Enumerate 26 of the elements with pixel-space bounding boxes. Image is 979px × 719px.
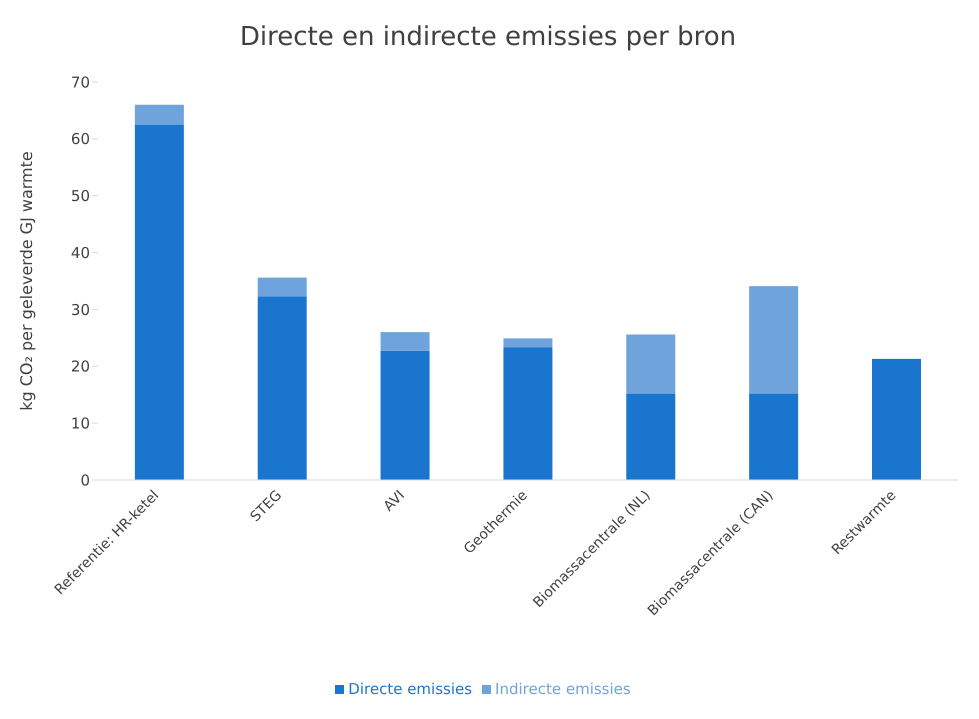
chart-title: Directe en indirecte emissies per bron [238, 21, 738, 54]
bar [749, 286, 798, 394]
bar [503, 338, 552, 348]
y-tick-label: 60 [70, 130, 90, 148]
bar [749, 394, 798, 480]
bar [626, 394, 676, 480]
bar [380, 350, 430, 480]
legend-label: Indirecte emissies [495, 680, 631, 698]
bar [134, 104, 184, 125]
legend-label: Directe emissies [348, 680, 472, 698]
y-tick-label: 70 [70, 73, 90, 92]
x-tick-label: AVI [380, 488, 408, 515]
y-tick-label: 30 [70, 300, 90, 319]
bar [503, 348, 552, 480]
y-tick-label: 10 [70, 414, 90, 432]
y-tick-label: 0 [80, 471, 90, 490]
bar [626, 334, 676, 394]
bar [380, 332, 430, 351]
bar [258, 278, 307, 296]
bar [258, 296, 307, 480]
bar [134, 124, 184, 480]
bar [872, 358, 921, 480]
y-tick-label: 20 [70, 358, 90, 376]
y-tick-label: 50 [70, 187, 90, 206]
y-axis-title: kg CO₂ per geleverde GJ warmte [17, 151, 36, 411]
y-tick-label: 40 [70, 244, 90, 262]
